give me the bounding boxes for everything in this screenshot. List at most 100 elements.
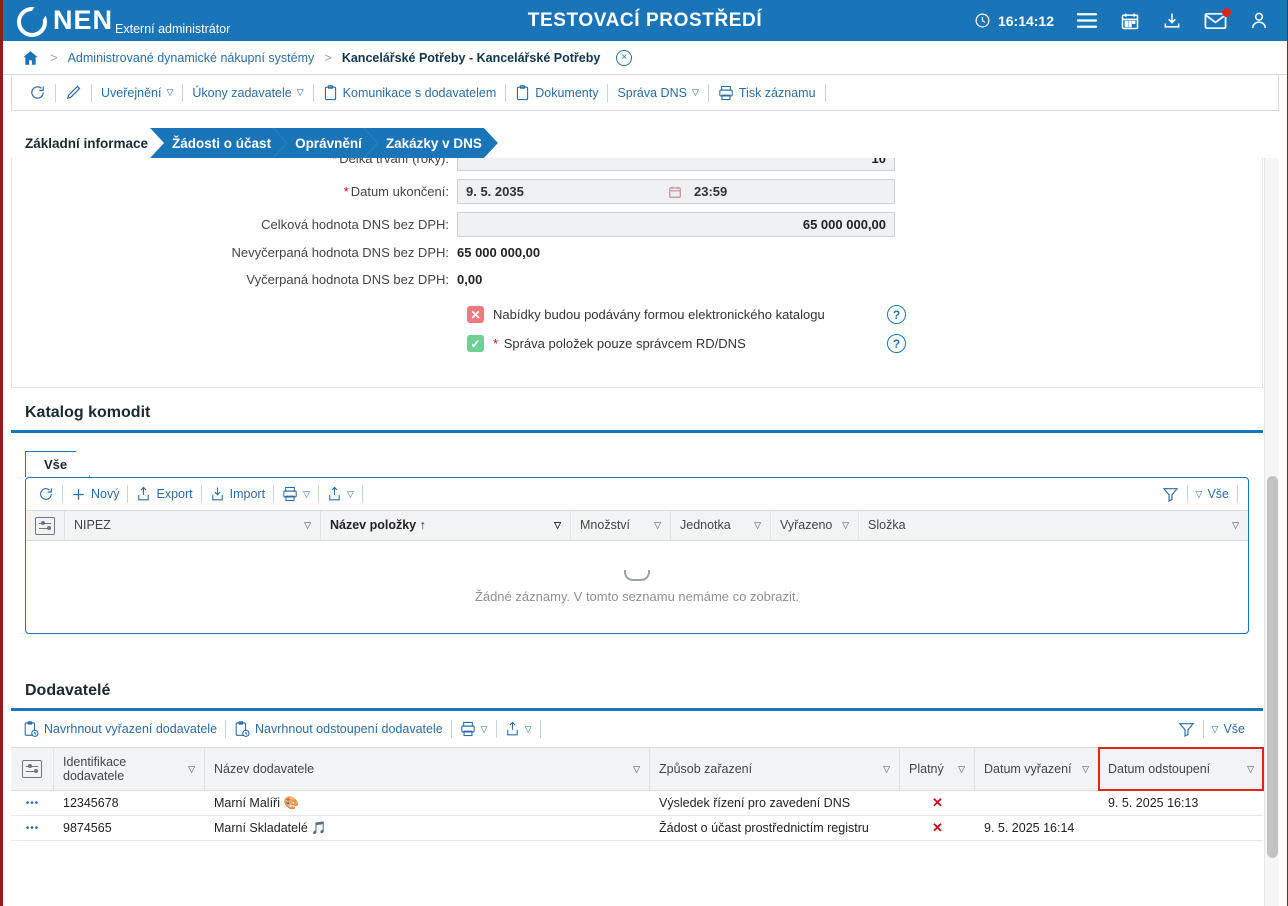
supplier-date-excluded: 9. 5. 2025 16:14 xyxy=(984,821,1075,835)
download-icon[interactable] xyxy=(1162,11,1182,31)
total-value-input[interactable]: 65 000 000,00 xyxy=(457,212,895,237)
tab-zadosti-o-ucast[interactable]: Žádosti o účast xyxy=(150,128,287,158)
tab-zakladni-informace[interactable]: Základní informace xyxy=(25,135,149,151)
chevron-down-icon: ▽ xyxy=(1211,723,1219,734)
action-toolbar: Uveřejnění ▽ Úkony zadavatele ▽ Komunika… xyxy=(11,75,1279,111)
action-ukony-zadavatele[interactable]: Úkony zadavatele ▽ xyxy=(183,86,312,100)
vertical-scrollbar[interactable] xyxy=(1264,158,1279,906)
catalog-column-slozka[interactable]: Složka ▽ xyxy=(868,518,1239,533)
catalog-import-button[interactable]: Import xyxy=(202,486,273,502)
breadcrumb-item-1[interactable]: Kancelářské Potřeby - Kancelářské Potřeb… xyxy=(341,50,601,65)
form-row-duration: * Délka trvání (roky): 10 xyxy=(12,158,1262,171)
suppliers-column-identifikace[interactable]: Identifikace dodavatele ▽ xyxy=(54,748,205,790)
calendar-icon[interactable] xyxy=(1120,11,1140,31)
catalog-export-label: Export xyxy=(156,487,193,501)
form-label-end-date: * Datum ukončení: xyxy=(343,184,449,199)
checkbox-checked-icon[interactable]: ✓ xyxy=(467,335,484,352)
tab-opravneni[interactable]: Oprávnění xyxy=(273,128,378,158)
funnel-icon[interactable] xyxy=(1170,721,1203,738)
suppliers-print-button[interactable]: ▽ xyxy=(452,721,496,737)
user-icon[interactable] xyxy=(1249,10,1269,31)
catalog-new-button[interactable]: Nový xyxy=(63,487,127,502)
clipboard-icon xyxy=(515,84,530,101)
table-row[interactable]: ••• 12345678 Marní Malíři 🎨 Výsledek říz… xyxy=(11,791,1263,816)
action-label: Úkony zadavatele xyxy=(192,85,292,100)
share-icon xyxy=(327,486,342,502)
toolbar-divider xyxy=(317,485,319,503)
music-note-emoji-icon: 🎵 xyxy=(311,820,327,835)
catalog-column-jednotka[interactable]: Jednotka ▽ xyxy=(671,511,771,540)
catalog-share-button[interactable]: ▽ xyxy=(319,486,362,502)
suppliers-column-zpusob-zarazeni[interactable]: Způsob zařazení ▽ xyxy=(650,748,900,790)
section-divider xyxy=(11,430,1263,433)
row-menu-icon[interactable]: ••• xyxy=(25,797,40,809)
catalog-column-mnozstvi[interactable]: Množství ▽ xyxy=(571,511,671,540)
suppliers-column-datum-vyrazeni[interactable]: Datum vyřazení ▽ xyxy=(975,748,1099,790)
help-icon[interactable]: ? xyxy=(887,334,906,353)
catalog-view-selector[interactable]: ▽ Vše xyxy=(1188,487,1237,501)
duration-input[interactable]: 10 xyxy=(457,158,895,171)
nen-logo[interactable]: NEN Externí administrátor xyxy=(3,5,230,37)
chevron-down-icon: ▽ xyxy=(524,723,532,734)
help-icon[interactable]: ? xyxy=(887,305,906,324)
supplier-valid: ✕ xyxy=(932,820,943,835)
chevron-down-icon: ▽ xyxy=(654,520,661,530)
chevron-down-icon: ▽ xyxy=(346,488,354,499)
action-tisk-zaznamu[interactable]: Tisk záznamu xyxy=(709,85,825,101)
table-row[interactable]: ••• 9874565 Marní Skladatelé 🎵 Žádost o … xyxy=(11,816,1263,841)
toolbar-divider xyxy=(707,83,709,102)
edit-button[interactable] xyxy=(56,84,91,101)
calendar-icon[interactable] xyxy=(668,185,682,199)
catalog-refresh-button[interactable] xyxy=(30,486,62,502)
home-icon[interactable] xyxy=(21,49,40,67)
suppliers-view-selector[interactable]: ▽ Vše xyxy=(1204,722,1253,736)
catalog-header-row: NIPEZ ▽ Název položky ↑ ▽ Množství ▽ J xyxy=(26,510,1248,541)
scrollbar-thumb[interactable] xyxy=(1267,476,1278,858)
suppliers-column-datum-odstoupeni[interactable]: Datum odstoupení ▽ xyxy=(1098,747,1264,791)
catalog-empty-state: Žádné záznamy. V tomto seznamu nemáme co… xyxy=(26,541,1248,633)
supplier-date-excluded xyxy=(975,791,1099,815)
form-label-total-value: Celková hodnota DNS bez DPH: xyxy=(261,217,449,232)
mail-icon[interactable] xyxy=(1204,7,1231,30)
propose-withdrawal-button[interactable]: Navrhnout odstoupení dodavatele xyxy=(226,720,451,738)
action-uverejneni[interactable]: Uveřejnění ▽ xyxy=(92,86,182,100)
chevron-down-icon: ▽ xyxy=(958,763,965,774)
breadcrumb-item-0[interactable]: Administrované dynamické nákupní systémy xyxy=(67,50,315,65)
scroll-content: * Délka trvání (roky): 10 * Datum ukončení… xyxy=(11,158,1264,906)
hamburger-menu-icon[interactable] xyxy=(1076,12,1098,29)
action-label: Správa DNS xyxy=(617,85,687,100)
catalog-print-button[interactable]: ▽ xyxy=(274,486,318,502)
catalog-column-nipez[interactable]: NIPEZ ▽ xyxy=(65,511,321,540)
refresh-button[interactable] xyxy=(20,84,55,101)
row-menu-icon[interactable]: ••• xyxy=(25,822,40,834)
chevron-down-icon: ▽ xyxy=(296,87,304,97)
action-label: Tisk záznamu xyxy=(738,85,816,100)
toolbar-divider xyxy=(495,720,497,738)
close-icon[interactable]: × xyxy=(616,49,633,66)
action-sprava-dns[interactable]: Správa DNS ▽ xyxy=(608,86,707,100)
chevron-down-icon: ▽ xyxy=(1082,763,1089,774)
suppliers-column-nazev[interactable]: Název dodavatele ▽ xyxy=(205,748,650,790)
catalog-column-vyrazeno[interactable]: Vyřazeno ▽ xyxy=(771,511,859,540)
funnel-icon[interactable] xyxy=(1154,486,1187,503)
supplier-method: Žádost o účast prostřednictím registru xyxy=(659,821,869,835)
column-settings-icon[interactable] xyxy=(11,748,54,790)
clipboard-icon xyxy=(323,84,338,101)
catalog-export-button[interactable]: Export xyxy=(128,486,200,502)
palette-emoji-icon: 🎨 xyxy=(283,795,300,810)
end-date-input[interactable]: 9. 5. 2035 23:59 xyxy=(457,179,895,204)
action-komunikace-s-dodavatelem[interactable]: Komunikace s dodavatelem xyxy=(314,84,506,101)
suppliers-column-platny[interactable]: Platný ▽ xyxy=(900,748,975,790)
tab-zakazky-v-dns[interactable]: Zakázky v DNS xyxy=(364,128,498,158)
propose-exclusion-button[interactable]: Navrhnout vyřazení dodavatele xyxy=(15,720,225,738)
action-dokumenty[interactable]: Dokumenty xyxy=(506,84,607,101)
column-settings-icon[interactable] xyxy=(26,511,65,540)
suppliers-share-button[interactable]: ▽ xyxy=(497,721,540,737)
plus-icon xyxy=(71,487,86,502)
clock-time: 16:14:12 xyxy=(997,12,1054,29)
catalog-tab-vse[interactable]: Vše xyxy=(25,451,90,477)
breadcrumb-separator: > xyxy=(50,50,58,65)
top-header-bar: NEN Externí administrátor TESTOVACÍ PROS… xyxy=(3,0,1287,41)
checkbox-unchecked-icon[interactable]: ✕ xyxy=(467,306,484,323)
catalog-column-nazev-polozky[interactable]: Název položky ↑ ▽ xyxy=(321,511,571,540)
